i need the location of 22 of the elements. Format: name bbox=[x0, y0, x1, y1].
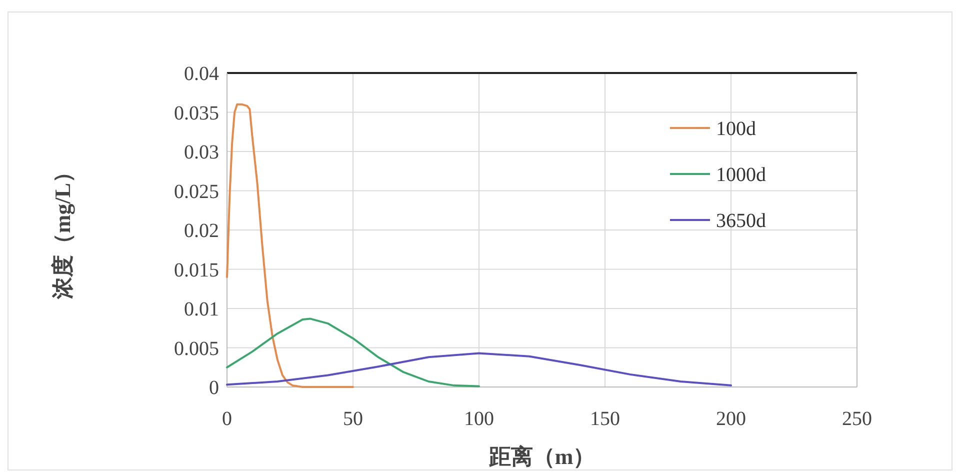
x-tick-label: 150 bbox=[590, 408, 620, 430]
y-tick-label: 0.005 bbox=[174, 338, 219, 360]
x-tick-label: 200 bbox=[716, 408, 746, 430]
y-tick-label: 0.02 bbox=[184, 220, 219, 242]
y-tick-label: 0 bbox=[209, 377, 219, 399]
y-axis-title: 浓度（mg/L） bbox=[50, 160, 75, 300]
y-tick-label: 0.025 bbox=[174, 180, 219, 203]
y-tick-label: 0.03 bbox=[184, 142, 219, 164]
y-tick-label: 0.01 bbox=[184, 298, 219, 320]
legend-label: 100d bbox=[716, 118, 756, 140]
line-series bbox=[226, 318, 480, 388]
legend-label: 3650d bbox=[716, 210, 766, 232]
legend-label: 1000d bbox=[716, 164, 766, 186]
x-axis-title: 距离（m） bbox=[488, 444, 596, 469]
x-tick-label: 100 bbox=[464, 408, 494, 430]
x-tick-label: 250 bbox=[842, 408, 872, 430]
y-tick-label: 0.035 bbox=[174, 102, 219, 124]
line-series bbox=[226, 352, 732, 386]
y-tick-label: 0.04 bbox=[184, 63, 219, 85]
line-series bbox=[226, 103, 354, 388]
x-tick-label: 50 bbox=[343, 408, 363, 430]
y-tick-label: 0.015 bbox=[174, 259, 219, 282]
